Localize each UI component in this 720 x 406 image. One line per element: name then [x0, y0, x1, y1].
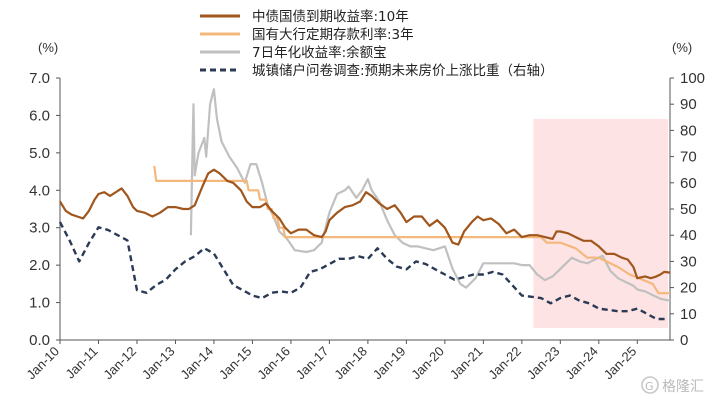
x-ticks: Jan-10 Jan-11 Jan-12 Jan-13 Jan-14 Jan-15 Jan-… — [23, 340, 639, 382]
y-right-tick-label: 90 — [680, 96, 697, 113]
y-right-tick-label: 20 — [680, 280, 697, 297]
x-tick-label: Jan-23 — [524, 344, 563, 383]
x-tick-label: Jan-24 — [562, 344, 601, 383]
watermark: G 格隆汇 — [641, 376, 704, 395]
y-left-tick-label: 2.0 — [29, 257, 50, 274]
y-left-tick-label: 3.0 — [29, 220, 50, 237]
legend-label-3: 城镇储户问卷调查:预期未来房价上涨比重（右轴） — [252, 62, 554, 79]
y-left-tick-label: 6.0 — [29, 107, 50, 124]
legend-label-0: 中债国债到期收益率:10年 — [252, 8, 409, 25]
series-line-2 — [189, 88, 671, 302]
y-right-tick-label: 30 — [680, 253, 697, 270]
x-tick-label: Jan-19 — [370, 344, 409, 383]
y-left-ticks: 0.0 1.0 2.0 3.0 4.0 5.0 6.0 7.0 — [29, 70, 60, 349]
shaded-region — [533, 119, 668, 328]
y-right-tick-label: 60 — [680, 175, 697, 192]
x-tick-label: Jan-15 — [216, 344, 255, 383]
y-right-tick-label: 70 — [680, 149, 697, 166]
y-right-tick-label: 0 — [680, 332, 688, 349]
x-tick-label: Jan-11 — [63, 344, 101, 382]
x-tick-label: Jan-20 — [408, 344, 447, 383]
y-right-tick-label: 40 — [680, 227, 697, 244]
y-right-tick-label: 50 — [680, 201, 697, 218]
series-line-0 — [59, 168, 671, 280]
watermark-logo-icon — [641, 376, 659, 394]
legend-label-2: 7日年化收益率:余额宝 — [252, 44, 387, 61]
x-tick-label: Jan-17 — [293, 344, 332, 383]
watermark-logo-glyph: G — [645, 380, 654, 393]
legend-label-1: 国有大行定期存款利率:3年 — [252, 26, 414, 43]
series-line-3 — [58, 221, 667, 321]
x-tick-label: Jan-25 — [601, 344, 640, 383]
right-unit-label: (%) — [672, 40, 692, 55]
x-tick-label: Jan-22 — [485, 344, 524, 383]
x-tick-label: Jan-10 — [23, 344, 62, 383]
legend: 中债国债到期收益率:10年国有大行定期存款利率:3年7日年化收益率:余额宝城镇储… — [200, 8, 554, 79]
watermark-text: 格隆汇 — [662, 379, 704, 395]
y-right-tick-label: 80 — [680, 122, 697, 139]
x-tick-label: Jan-16 — [254, 344, 293, 383]
x-tick-label: Jan-14 — [177, 344, 216, 383]
y-left-tick-label: 5.0 — [29, 145, 50, 162]
y-left-tick-label: 0.0 — [29, 332, 50, 349]
x-tick-label: Jan-13 — [139, 344, 178, 383]
y-right-tick-label: 100 — [680, 70, 705, 87]
y-left-tick-label: 7.0 — [29, 70, 50, 87]
x-tick-label: Jan-21 — [447, 344, 486, 383]
left-unit-label: (%) — [38, 40, 58, 55]
series-line-1 — [153, 165, 670, 295]
x-tick-label: Jan-18 — [331, 344, 370, 383]
series-lines — [58, 88, 671, 321]
y-right-ticks: 0 10 20 30 40 50 60 70 80 90 100 — [670, 70, 705, 349]
y-left-tick-label: 1.0 — [29, 295, 50, 312]
y-left-tick-label: 4.0 — [29, 182, 50, 199]
x-tick-label: Jan-12 — [100, 344, 139, 383]
y-right-tick-label: 10 — [680, 306, 697, 323]
